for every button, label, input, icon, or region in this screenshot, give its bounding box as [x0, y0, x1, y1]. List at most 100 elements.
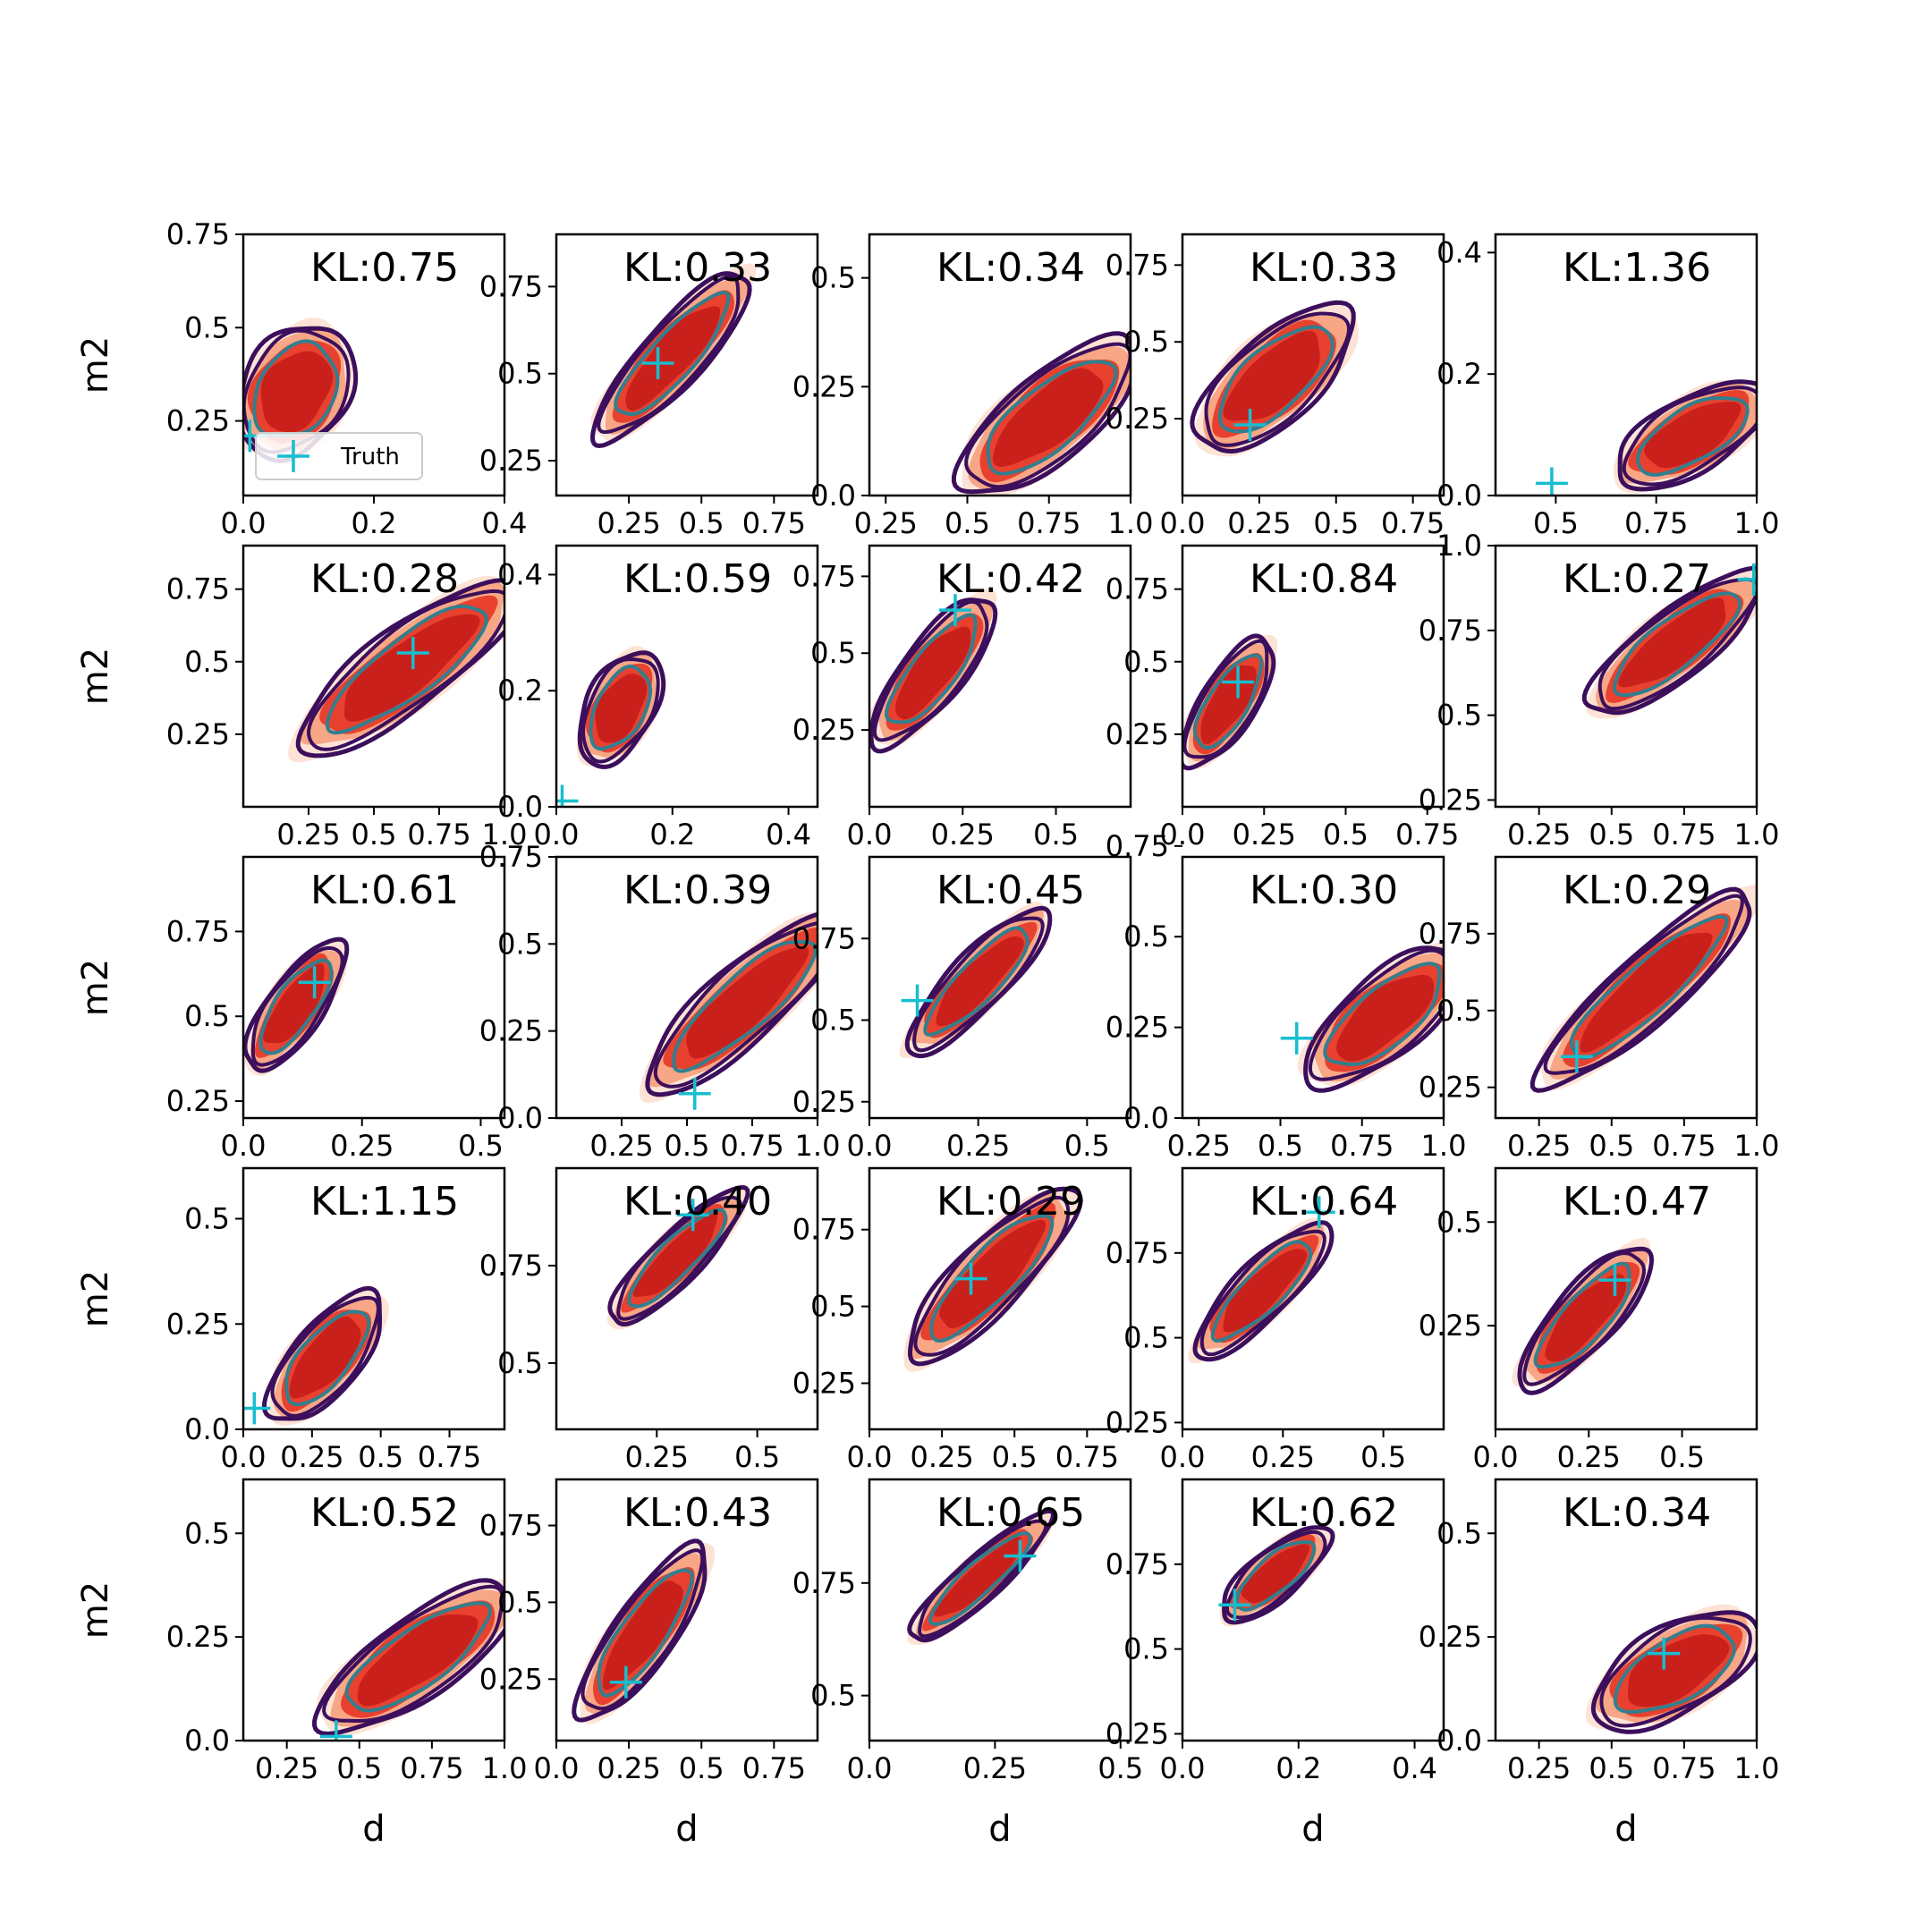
axes-frame — [1181, 1166, 1445, 1431]
y-axis-label: m2 — [75, 336, 116, 394]
x-tick-label: 0.25 — [1507, 1751, 1571, 1785]
axes-frame — [1494, 544, 1758, 809]
density-contours — [1190, 300, 1359, 457]
kl-label: KL:0.47 — [1563, 1179, 1711, 1224]
y-tick-label: 0.5 — [810, 261, 856, 295]
contour-line-outer — [907, 1508, 1056, 1643]
kl-label: KL:0.40 — [623, 1179, 772, 1224]
panel-2-4: 0.0 0.25 0.5 0.750.250.50.75 KL:0.84 — [1106, 544, 1459, 852]
x-tick-label: 0.75 — [418, 1440, 481, 1474]
contour-line-outer-2 — [580, 1548, 705, 1711]
y-tick-label: 0.25 — [792, 1085, 856, 1119]
contour-line-outer — [1303, 945, 1444, 1093]
density-fill-core — [595, 674, 648, 743]
density-contours — [606, 1185, 750, 1330]
contour-line-outer — [572, 1538, 708, 1723]
y-tick-label: 0.25 — [1419, 1620, 1482, 1654]
contour-line-inner — [1192, 653, 1264, 750]
y-tick-label: 0.25 — [166, 1307, 230, 1341]
contour-line-inner — [884, 613, 978, 724]
truth-marker — [1004, 1539, 1037, 1572]
density-contours — [899, 902, 1053, 1059]
x-tick-label: 0.4 — [766, 818, 811, 852]
contour-line-inner — [344, 1601, 492, 1713]
density-contours — [1188, 1217, 1335, 1364]
density-fill-core — [260, 351, 334, 433]
density-contours — [1297, 940, 1444, 1093]
y-tick-label: 0.0 — [1436, 1724, 1482, 1758]
y-axis-label: m2 — [75, 1270, 116, 1327]
x-tick-label: 0.25 — [1507, 1129, 1571, 1163]
y-tick-label: 0.75 — [792, 921, 856, 955]
density-fill-core — [357, 1614, 479, 1707]
density-contours — [1530, 884, 1757, 1093]
panel-1-4: 0.0 0.25 0.5 0.75 0.25 0.5 0.75 KL:0.33 — [1106, 233, 1445, 540]
contour-line-inner — [1613, 591, 1742, 698]
y-tick-label: 0.5 — [497, 1346, 543, 1380]
x-tick-label: 0.75 — [1652, 1751, 1716, 1785]
contour-line-inner — [1533, 1261, 1631, 1369]
contour-line-outer — [261, 1285, 382, 1421]
contour-line-inner — [1217, 325, 1335, 434]
panel-3-5: 0.25 0.5 0.75 1.0 0.25 0.5 0.75 KL:0.29 — [1419, 855, 1779, 1163]
x-tick-label: 0.0 — [847, 1751, 893, 1785]
x-tick-label: 0.5 — [945, 506, 990, 540]
density-contours — [907, 1508, 1056, 1646]
density-contours — [869, 589, 998, 754]
x-tick-label: 0.5 — [1313, 506, 1359, 540]
x-tick-label: 0.0 — [847, 1440, 893, 1474]
x-axis-label: d — [362, 1809, 385, 1850]
x-tick-label: 0.75 — [400, 1751, 463, 1785]
y-tick-label: 0.25 — [1106, 1011, 1169, 1045]
x-tick-label: 0.75 — [1330, 1129, 1394, 1163]
contour-line-inner — [928, 1531, 1032, 1626]
axes-frame — [242, 1166, 506, 1431]
x-tick-label: 0.25 — [276, 818, 340, 852]
density-fill-core — [686, 946, 809, 1059]
contour-line-outer-2 — [250, 945, 344, 1067]
truth-marker — [641, 347, 674, 380]
x-tick-label: 0.25 — [597, 506, 660, 540]
kl-label: KL:0.29 — [936, 1179, 1085, 1224]
x-tick-label: 0.75 — [742, 506, 806, 540]
contour-line-inner — [1210, 1240, 1313, 1343]
x-tick-label: 0.25 — [963, 1751, 1027, 1785]
y-tick-label: 0.25 — [166, 717, 230, 751]
x-axis-label: d — [988, 1809, 1011, 1850]
density-fill-core — [1644, 402, 1741, 469]
y-tick-label: 0.75 — [1106, 1547, 1169, 1581]
y-tick-label: 0.5 — [497, 357, 543, 391]
kl-label: KL:0.34 — [1563, 1490, 1711, 1536]
x-tick-label: 0.0 — [1160, 1751, 1206, 1785]
x-tick-label: 0.75 — [1624, 506, 1688, 540]
y-axis-label: m2 — [75, 648, 116, 705]
x-tick-label: 0.25 — [931, 818, 995, 852]
x-axis-label: d — [675, 1809, 698, 1850]
y-tick-label: 0.4 — [497, 557, 543, 591]
x-tick-label: 0.0 — [221, 506, 267, 540]
x-tick-label: 0.0 — [221, 1440, 267, 1474]
contour-line-inner — [672, 940, 818, 1073]
x-tick-label: 0.2 — [352, 506, 397, 540]
x-tick-label: 0.75 — [1652, 818, 1716, 852]
contour-line-outer — [311, 1578, 504, 1736]
y-tick-label: 0.5 — [184, 999, 230, 1033]
y-tick-label: 0.5 — [497, 1585, 543, 1619]
truth-marker — [1535, 467, 1568, 496]
contour-line-outer-2 — [322, 1584, 504, 1724]
truth-marker — [678, 1077, 711, 1110]
x-tick-label: 1.0 — [795, 1129, 841, 1163]
contour-line-outer-2 — [1199, 1229, 1326, 1357]
kl-label: KL:0.42 — [936, 556, 1085, 602]
contour-line-inner — [1613, 1623, 1736, 1715]
contour-line-inner — [597, 1568, 694, 1698]
contour-line-inner — [986, 360, 1118, 476]
axes-frame — [868, 1166, 1132, 1431]
y-tick-label: 0.25 — [479, 1014, 543, 1048]
y-tick-label: 0.5 — [1123, 325, 1169, 359]
y-tick-label: 0.75 — [479, 269, 543, 303]
y-tick-label: 0.75 — [1419, 917, 1482, 951]
panel-5-5: 0.25 0.5 0.75 1.0 0.0 0.25 0.5 KL:0.34 d — [1419, 1478, 1779, 1850]
